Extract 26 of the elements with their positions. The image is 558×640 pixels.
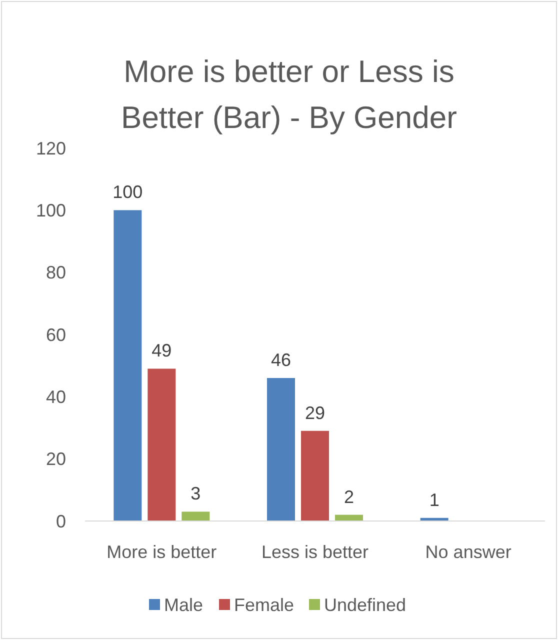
data-label: 2	[344, 486, 354, 507]
chart-title: More is better or Less is Better (Bar) - By Gender	[121, 54, 457, 135]
legend-label: Undefined	[324, 595, 406, 615]
data-label: 100	[112, 182, 143, 202]
data-label: 49	[152, 340, 172, 361]
legend-label: Male	[164, 595, 204, 615]
y-tick-label: 120	[36, 138, 66, 158]
bar	[148, 368, 176, 521]
x-tick-label: More is better	[106, 542, 217, 562]
legend-label: Female	[234, 595, 294, 615]
x-tick-label: No answer	[425, 542, 512, 562]
data-label: 3	[190, 484, 201, 504]
x-tick-label: Less is better	[261, 542, 369, 562]
data-label: 46	[270, 350, 292, 370]
bar	[182, 512, 210, 521]
y-tick-label: 80	[46, 262, 66, 283]
bar	[301, 430, 329, 521]
y-tick-label: 40	[46, 386, 66, 407]
bar	[114, 210, 142, 521]
bar	[267, 378, 295, 521]
y-tick-label: 20	[46, 449, 66, 470]
y-tick-label: 100	[36, 200, 66, 220]
y-tick-label: 60	[46, 324, 66, 345]
y-tick-label: 0	[56, 511, 66, 532]
data-label: 29	[304, 402, 326, 423]
data-label: 1	[429, 490, 440, 510]
